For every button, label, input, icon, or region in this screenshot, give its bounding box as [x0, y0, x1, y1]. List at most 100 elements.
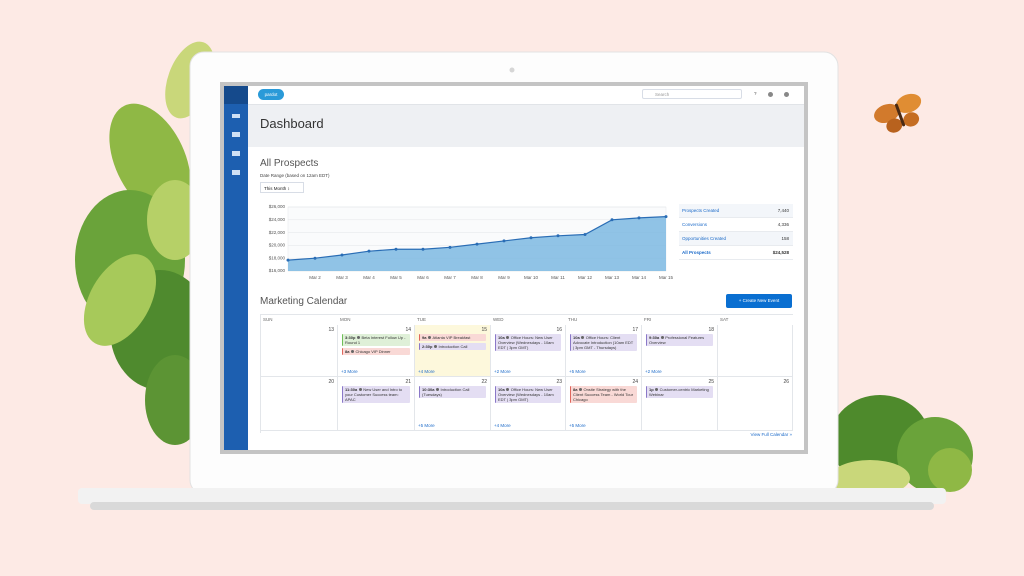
stats-value: 158: [781, 236, 789, 241]
logo[interactable]: pardot: [258, 89, 284, 100]
event[interactable]: 10a Office Hours: New User Overview (Wedn…: [495, 386, 561, 403]
date-number: 20: [328, 379, 334, 385]
event[interactable]: 10a Office Hours: Client Advocate Introdu…: [570, 334, 637, 351]
event[interactable]: 8a Onsite Strategy with the Client Succes…: [570, 386, 637, 403]
event-time: 10a: [573, 335, 580, 340]
date-range-select[interactable]: This Month ↕: [260, 182, 304, 193]
right-bush: [830, 395, 973, 496]
calendar-cell: 18 9:30a Professional Features Overview +2 …: [642, 325, 718, 377]
point: [286, 258, 290, 262]
more-link[interactable]: +2 More: [645, 369, 662, 374]
event-time: 2:30p: [422, 344, 433, 349]
event-time: 8a: [573, 387, 578, 392]
stats-row: Prospects Created 7,440: [679, 204, 793, 218]
date-number: 25: [708, 379, 714, 385]
x-tick-label: Mar 3: [336, 275, 348, 280]
more-link[interactable]: +4 More: [418, 369, 435, 374]
x-tick-label: Mar 5: [390, 275, 402, 280]
event-icon: [578, 388, 582, 391]
more-link[interactable]: +5 More: [569, 423, 586, 428]
event-icon: [433, 345, 437, 348]
event-title: Introduction Call (Tuesdays): [422, 387, 470, 397]
nav-icon[interactable]: [232, 151, 240, 156]
event-time: 10a: [498, 335, 505, 340]
more-link[interactable]: +2 More: [494, 369, 511, 374]
event-title: Onsite Strategy with the Client Success …: [573, 387, 634, 402]
event[interactable]: 2:30p Introduction Call: [419, 343, 486, 350]
stats-label[interactable]: Opportunities Created: [682, 236, 727, 241]
calendar-cell: 20: [261, 377, 338, 431]
view-calendar-link[interactable]: View Full Calendar »: [750, 432, 792, 437]
search-box[interactable]: Search: [642, 89, 742, 99]
user-icon[interactable]: [784, 92, 789, 97]
nav-icon[interactable]: [232, 132, 240, 137]
help-icon[interactable]: ?: [754, 91, 757, 96]
event[interactable]: 9:30a Professional Features Overview: [646, 334, 713, 346]
event-time: 11:30a: [345, 387, 358, 392]
point: [610, 218, 614, 222]
calendar-cell: 26: [718, 377, 793, 431]
laptop-base: [78, 488, 946, 504]
date-range-label: Date Range (based on 12am EDT): [260, 173, 330, 178]
area: [288, 216, 666, 271]
point: [475, 242, 479, 246]
create-event-button[interactable]: + Create New Event: [726, 294, 792, 308]
event[interactable]: 8a Chicago VIP Dinner: [342, 348, 410, 355]
day-header: SUN: [263, 317, 273, 322]
stats-value: $24,528: [772, 250, 789, 255]
y-tick-label: $22,000: [269, 230, 286, 235]
prospects-chart: $16,000 $18,000 $20,000 $22,000 $24,000 $26,0…: [269, 204, 674, 280]
stats-label[interactable]: All Prospects: [682, 250, 711, 255]
point: [313, 256, 317, 260]
stats-label[interactable]: Prospects Created: [682, 208, 720, 213]
section-title: All Prospects: [260, 158, 319, 169]
point: [340, 253, 344, 257]
event-time: 8a: [345, 349, 350, 354]
event[interactable]: 11:30a New User and Intro to your Custome…: [342, 386, 410, 403]
menu-button[interactable]: [224, 86, 248, 104]
event-title: Office Hours: Client Advocate Introducti…: [573, 335, 634, 350]
x-tick-label: Mar 9: [498, 275, 510, 280]
event-title: Professional Features Overview: [649, 335, 705, 345]
nav-icon[interactable]: [232, 114, 240, 118]
point: [583, 233, 587, 237]
event[interactable]: 1p Customer-centric Marketing Webinar: [646, 386, 713, 398]
date-number: 16: [556, 327, 562, 333]
calendar-cell: 14 3:30p Beta Interest Follow Up - Round 1…: [338, 325, 415, 377]
event-icon: [660, 336, 664, 339]
left-bush: [75, 41, 215, 445]
calendar-cell: 13: [261, 325, 338, 377]
stats-label[interactable]: Conversions: [682, 222, 708, 227]
date-number: 22: [481, 379, 487, 385]
nav-icon[interactable]: [232, 170, 240, 175]
event-icon: [506, 336, 510, 339]
day-header: MON: [340, 317, 351, 322]
day-header: WED: [493, 317, 504, 322]
date-number: 17: [632, 327, 638, 333]
x-tick-label: Mar 10: [524, 275, 539, 280]
date-number: 13: [328, 327, 334, 333]
date-number: 26: [783, 379, 789, 385]
more-link[interactable]: +4 More: [494, 423, 511, 428]
point: [367, 249, 371, 253]
event-time: 1p: [649, 387, 654, 392]
more-link[interactable]: +5 More: [569, 369, 586, 374]
more-link[interactable]: +3 More: [341, 369, 358, 374]
header-band: [248, 105, 804, 147]
settings-icon[interactable]: [768, 92, 773, 97]
event[interactable]: 10a Office Hours: New User Overview (Wedn…: [495, 334, 561, 351]
x-tick-label: Mar 11: [551, 275, 565, 280]
event-time: 10:30a: [422, 387, 435, 392]
stats-value: 4,336: [777, 222, 789, 227]
event-icon: [506, 388, 510, 391]
calendar-cell: 16 10a Office Hours: New User Overview (We…: [491, 325, 566, 377]
event-time: 9a: [422, 335, 427, 340]
event[interactable]: 3:30p Beta Interest Follow Up - Round 1: [342, 334, 410, 346]
more-link[interactable]: +5 More: [418, 423, 435, 428]
event[interactable]: 10:30a Introduction Call (Tuesdays): [419, 386, 486, 398]
event-title: Chicago VIP Dinner: [355, 349, 391, 354]
event[interactable]: 9a Atlanta VIP Breakfast: [419, 334, 486, 341]
point: [556, 234, 560, 238]
date-range-value: This Month: [264, 186, 287, 191]
